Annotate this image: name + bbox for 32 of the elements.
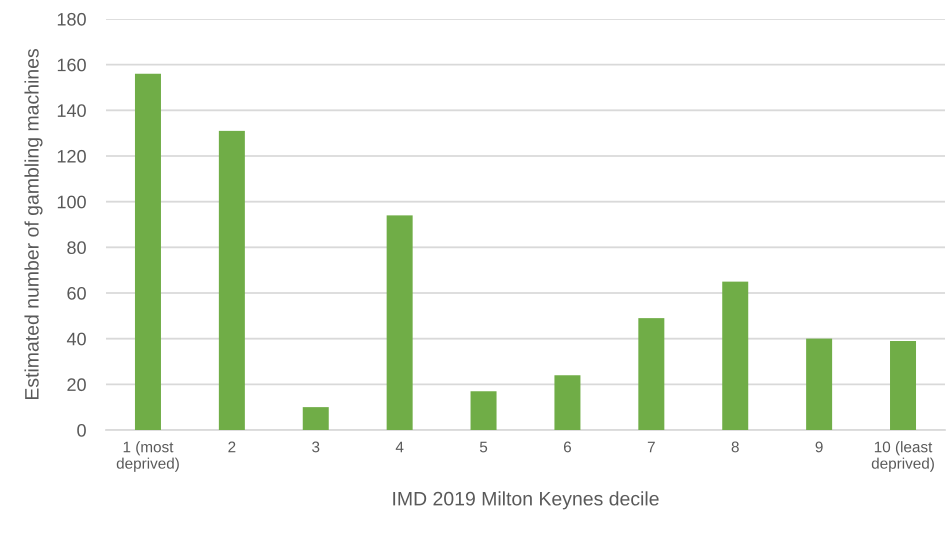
x-tick-label: 10 (least deprived) xyxy=(872,441,934,472)
bar xyxy=(470,391,497,430)
x-tick-label: 1 (most deprived) xyxy=(116,441,179,472)
y-axis-title: Estimated number of gambling machines xyxy=(24,49,43,400)
bar xyxy=(134,74,161,430)
bar xyxy=(722,282,748,430)
bar xyxy=(302,407,329,430)
x-tick-label: 8 xyxy=(732,442,739,452)
x-tick-label: 6 xyxy=(564,442,572,452)
x-tick-label: 2 xyxy=(228,442,236,452)
y-tick-label: 80 xyxy=(67,241,86,254)
bar xyxy=(554,375,580,430)
x-tick-label: 5 xyxy=(480,442,488,452)
bar xyxy=(218,130,245,430)
x-tick-label: 4 xyxy=(396,442,404,452)
y-tick-label: 120 xyxy=(58,150,86,163)
bar xyxy=(890,340,916,430)
y-tick-label: 160 xyxy=(58,58,86,72)
y-tick-label: 40 xyxy=(66,332,86,346)
x-tick-label: 3 xyxy=(312,442,320,452)
bar xyxy=(386,215,413,430)
y-tick-label: 60 xyxy=(67,286,86,300)
bar xyxy=(638,318,664,430)
y-tick-label: 100 xyxy=(58,196,86,208)
y-tick-label: 180 xyxy=(58,12,86,26)
x-axis-title: IMD 2019 Milton Keynes decile xyxy=(393,491,659,510)
x-tick-label: 7 xyxy=(648,442,655,452)
y-tick-label: 140 xyxy=(58,104,86,118)
x-tick-label: 9 xyxy=(816,442,823,452)
y-tick-label: 0 xyxy=(77,424,86,437)
y-tick-label: 20 xyxy=(67,378,86,392)
bar xyxy=(806,338,832,430)
